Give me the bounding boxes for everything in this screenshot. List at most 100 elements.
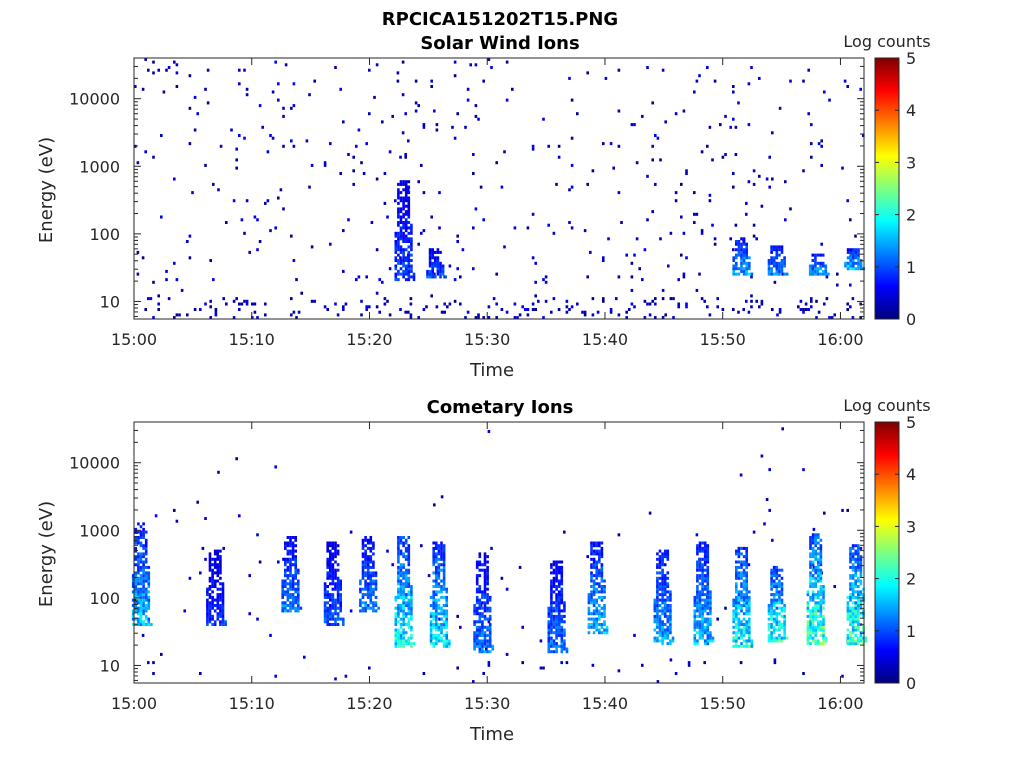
heatmap-cell-1-1834 (698, 601, 702, 605)
heatmap-cell-0-685 (402, 226, 405, 230)
heatmap-cell-1-482 (291, 604, 295, 608)
heatmap-cell-1-239 (142, 530, 145, 534)
heatmap-cell-0-653 (399, 250, 403, 254)
heatmap-cell-1-622 (331, 544, 335, 548)
heatmap-cell-0-703 (404, 259, 408, 263)
heatmap-cell-1-2545 (857, 623, 860, 627)
heatmap-cell-1-1900 (703, 563, 707, 567)
heatmap-cell-1-953 (407, 576, 411, 580)
heatmap-cell-0-841 (737, 245, 741, 249)
heatmap-cell-1-288 (206, 612, 209, 616)
heatmap-cell-0-346 (552, 297, 556, 301)
heatmap-cell-1-1884 (703, 628, 707, 632)
heatmap-cell-1-905 (402, 565, 405, 569)
heatmap-cell-1-752 (369, 598, 373, 602)
heatmap-cell-1-2241 (780, 568, 784, 572)
heatmap-cell-1-2157 (770, 587, 773, 591)
heatmap-cell-1-1036 (435, 609, 438, 613)
heatmap-cell-0-432 (654, 182, 657, 186)
heatmap-cell-0-22 (160, 215, 163, 219)
heatmap-cell-1-568 (326, 563, 329, 567)
heatmap-cell-0-48 (191, 191, 194, 195)
heatmap-cell-1-1894 (703, 587, 707, 591)
heatmap-cell-1-2290 (809, 571, 812, 575)
heatmap-cell-1-915 (404, 623, 408, 627)
heatmap-cell-1-2417 (819, 552, 823, 556)
heatmap-cell-1-2323 (811, 560, 815, 564)
heatmap-cell-1-1159 (473, 642, 476, 646)
heatmap-cell-0-542 (771, 308, 774, 312)
heatmap-cell-1-2238 (780, 585, 784, 589)
heatmap-cell-1-433 (284, 563, 287, 567)
heatmap-cell-1-2249 (783, 617, 786, 621)
heatmap-cell-1-2560 (857, 576, 860, 580)
heatmap-cell-1-154 (137, 620, 140, 624)
heatmap-cell-0-428 (651, 101, 654, 105)
heatmap-cell-1-334 (211, 563, 214, 567)
heatmap-cell-0-113 (266, 150, 270, 154)
heatmap-cell-1-174 (137, 555, 140, 559)
heatmap-cell-1-1604 (603, 628, 606, 632)
heatmap-cell-1-1820 (696, 546, 699, 550)
heatmap-cell-0-434 (656, 136, 660, 140)
heatmap-cell-1-2300 (809, 536, 812, 540)
heatmap-cell-1-254 (144, 576, 148, 580)
heatmap-cell-1-2041 (740, 593, 743, 597)
heatmap-cell-1-1080 (437, 546, 441, 550)
heatmap-cell-0-286 (472, 153, 475, 157)
solar-wind-ticks: 15:00 15:10 15:20 15:30 15:40 15:50 16:0010100… (69, 57, 864, 349)
heatmap-cell-0-467 (693, 212, 696, 216)
heatmap-cell-1-1492 (590, 598, 593, 602)
heatmap-cell-1-775 (372, 601, 375, 605)
heatmap-cell-0-820 (444, 275, 447, 279)
heatmap-cell-0-731 (407, 261, 411, 265)
heatmap-cell-0-870 (745, 267, 748, 271)
heatmap-cell-1-1620 (653, 639, 657, 643)
heatmap-cell-0-636 (397, 231, 400, 235)
heatmap-cell-0-82 (238, 302, 241, 306)
heatmap-cell-1-1823 (698, 633, 702, 637)
heatmap-cell-0-93 (245, 299, 249, 303)
heatmap-cell-1-391 (219, 549, 222, 553)
heatmap-cell-0-179 (360, 161, 363, 165)
heatmap-cell-1-770 (369, 538, 373, 542)
heatmap-cell-0-534 (758, 174, 761, 178)
heatmap-cell-0-540 (768, 185, 771, 189)
heatmap-cell-1-1528 (592, 560, 596, 564)
heatmap-cell-1-1590 (600, 585, 604, 589)
heatmap-cell-1-1848 (698, 546, 702, 550)
heatmap-cell-1-1927 (706, 587, 710, 591)
heatmap-cell-1-1956 (709, 595, 712, 599)
heatmap-cell-1-2285 (809, 585, 812, 589)
heatmap-cell-1-2156 (770, 593, 773, 597)
heatmap-cell-0-933 (783, 272, 786, 276)
heatmap-cell-1-370 (216, 549, 220, 553)
heatmap-cell-0-187 (368, 68, 371, 72)
heatmap-cell-0-32 (173, 177, 176, 181)
heatmap-cell-1-1348 (550, 590, 553, 594)
heatmap-cell-1-1912 (706, 633, 710, 637)
heatmap-cell-0-879 (748, 272, 751, 276)
heatmap-cell-1-2548 (857, 614, 860, 618)
heatmap-cell-0-424 (651, 299, 654, 303)
heatmap-cell-1-261 (144, 549, 148, 553)
heatmap-cell-1-2277 (809, 623, 812, 627)
heatmap-cell-1-2379 (817, 574, 820, 578)
heatmap-cell-1-1434 (560, 647, 564, 651)
heatmap-cell-1-1201 (478, 628, 482, 632)
heatmap-cell-1-2330 (811, 536, 815, 540)
heatmap-cell-1-649 (336, 614, 340, 618)
heatmap-cell-1-2245 (783, 628, 786, 632)
heatmap-cell-0-444 (669, 297, 673, 301)
heatmap-cell-1-1983 (735, 614, 738, 618)
heatmap-cell-1-1158 (473, 644, 476, 648)
heatmap-cell-1-880 (402, 642, 405, 646)
heatmap-cell-1-509 (294, 582, 297, 586)
heatmap-cell-1-2221 (778, 585, 781, 589)
heatmap-cell-0-559 (802, 308, 805, 312)
heatmap-cell-1-2450 (846, 612, 850, 616)
heatmap-cell-1-603 (331, 606, 335, 610)
heatmap-cell-1-1216 (478, 563, 482, 567)
heatmap-cell-1-2394 (819, 625, 823, 629)
heatmap-cell-1-1271 (486, 644, 489, 648)
